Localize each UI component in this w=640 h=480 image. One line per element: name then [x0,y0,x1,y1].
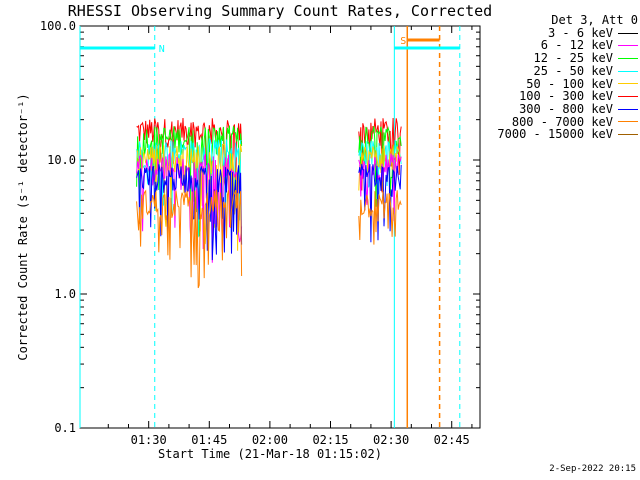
night-label: N [159,44,165,55]
legend-swatch [618,70,638,72]
legend-entry: 3 - 6 keV [470,25,638,40]
legend-label: 12 - 25 keV [533,51,613,66]
x-tick-label: 01:45 [191,433,227,447]
series-trace [136,163,243,261]
legend-entry: 300 - 800 keV [470,103,638,116]
series-trace [358,163,402,243]
x-axis-label: Start Time (21-Mar-18 01:15:02) [158,447,382,461]
y-tick-label: 0.1 [54,421,76,435]
legend-entry: 50 - 100 keV [470,76,638,91]
legend-label: 300 - 800 keV [519,101,613,116]
legend-swatch [618,108,638,110]
legend-swatch [618,57,638,59]
series-trace [136,125,243,237]
legend-entry: 100 - 300 keV [470,90,638,103]
chart-title: RHESSI Observing Summary Count Rates, Co… [68,2,492,20]
y-tick-label: 1.0 [54,287,76,301]
legend: Det 3, Att 0 3 - 6 keV 6 - 12 keV 12 - 25 … [470,14,638,141]
legend-entry: 25 - 50 keV [470,65,638,78]
legend-swatch [618,134,638,136]
legend-label: 6 - 12 keV [540,38,613,53]
x-tick-label: 02:15 [312,433,348,447]
legend-entry: 7000 - 15000 keV [470,128,638,141]
y-tick-label: 10.0 [47,153,76,167]
y-tick-label: 100.0 [40,19,76,33]
legend-swatch [618,83,638,85]
legend-label: 7000 - 15000 keV [497,127,613,142]
legend-label: 800 - 7000 keV [511,114,613,129]
x-tick-label: 01:30 [131,433,167,447]
x-tick-label: 02:30 [373,433,409,447]
legend-entry: 800 - 7000 keV [470,114,638,129]
legend-swatch [618,45,638,47]
legend-label: 50 - 100 keV [526,76,613,91]
legend-entry: 12 - 25 keV [470,52,638,65]
series-trace [358,140,402,215]
x-tick-label: 02:00 [252,433,288,447]
y-axis-label: Corrected Count Rate (s⁻¹ detector⁻¹) [16,93,30,360]
x-tick-label: 02:45 [434,433,470,447]
legend-header: Det 3, Att 0 [551,13,638,27]
legend-swatch [618,32,638,34]
footer-date: 2-Sep-2022 20:15 [549,464,636,474]
legend-entry: 6 - 12 keV [470,39,638,52]
series-trace [358,190,402,245]
legend-swatch [618,121,638,123]
saa-label: S [400,36,406,47]
legend-label: 100 - 300 keV [519,89,613,104]
legend-swatch [618,96,638,98]
legend-label: 3 - 6 keV [547,25,613,40]
legend-label: 25 - 50 keV [533,63,613,78]
series-trace [136,189,243,289]
